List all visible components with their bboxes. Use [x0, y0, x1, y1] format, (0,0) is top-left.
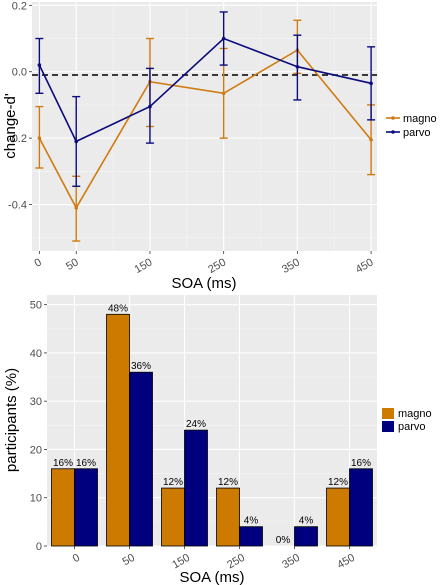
bar-value-label-parvo: 16%: [76, 458, 96, 469]
data-point-parvo: [221, 36, 226, 41]
bar-x-ticks: 0 50 150 250 350 450: [71, 546, 357, 571]
y-tick-label: -0.4: [8, 200, 27, 212]
bar-chart: 16% 16%48%36%12%24%12%4%0%4%12%16% 010203…: [3, 295, 432, 585]
bar-value-label-magno: 16%: [53, 458, 73, 469]
bar-magno: [326, 487, 350, 547]
x-tick-label: 150: [133, 256, 155, 276]
y-tick-label: 50: [30, 300, 42, 312]
x-tick-label: 250: [206, 256, 228, 276]
data-point-magno: [37, 136, 42, 140]
line-chart: -0.4-0.20.00.2 0 50 150 250 350 450 SOA (ms) …: [2, 0, 437, 292]
x-tick-label: 350: [280, 256, 302, 276]
line-plot-panel: [32, 2, 377, 251]
x-tick-label: 450: [335, 552, 357, 572]
legend-magno-point-key: [391, 116, 395, 120]
bar-parvo: [184, 429, 208, 547]
bar-value-label-parvo: 4%: [244, 516, 259, 527]
x-tick-label: 350: [280, 552, 302, 572]
series-line-magno: [38, 49, 372, 210]
data-point-parvo: [369, 81, 373, 86]
bar-y-axis-title: participants (%): [3, 368, 20, 472]
bar-value-label-magno: 12%: [328, 477, 348, 488]
bar-value-label-parvo: 36%: [131, 361, 151, 372]
bar-value-label-parvo: 4%: [299, 516, 314, 527]
line-x-ticks: 0 50 150 250 350 450: [33, 251, 376, 276]
x-tick-label: 50: [120, 552, 137, 569]
bar-magno: [51, 468, 75, 547]
y-tick-label: 0: [36, 541, 42, 553]
bar-parvo: [129, 371, 153, 547]
legend-magno-label: magno: [398, 408, 432, 420]
line-series: [35, 11, 376, 242]
bar-parvo: [239, 526, 263, 547]
bar-plot-panel: [47, 295, 377, 546]
data-point-magno: [369, 137, 373, 142]
data-point-parvo: [74, 139, 79, 144]
bar-x-axis-title: SOA (ms): [179, 569, 244, 585]
bar-series: [51, 313, 373, 547]
bar-parvo: [349, 468, 373, 547]
bar-value-label-magno: 12%: [218, 477, 238, 488]
legend-magno-swatch: [382, 408, 394, 419]
line-y-axis-title: change-d': [2, 93, 19, 159]
bar-legend: magno parvo: [382, 408, 432, 433]
data-point-magno: [221, 91, 226, 96]
x-tick-label: 0: [71, 552, 82, 565]
series-line-parvo: [38, 37, 372, 143]
x-tick-label: 50: [64, 256, 81, 273]
y-tick-label: 0.2: [12, 0, 27, 12]
bar-value-label-magno: 48%: [108, 303, 128, 314]
x-tick-label: 0: [33, 256, 44, 269]
legend-magno-label: magno: [403, 113, 437, 125]
bar-magno: [161, 487, 185, 547]
bar-value-label-parvo: 24%: [186, 419, 206, 430]
bar-parvo: [74, 468, 98, 547]
legend-parvo-label: parvo: [403, 127, 431, 139]
y-tick-label: -0.2: [8, 133, 27, 145]
bar-y-ticks: 0 10 20 30 40 50: [30, 300, 47, 553]
x-tick-label: 450: [354, 256, 376, 276]
legend-parvo-swatch: [382, 421, 394, 432]
data-point-parvo: [295, 64, 300, 69]
bar-value-label-magno: 12%: [163, 477, 183, 488]
y-tick-label: 20: [30, 444, 42, 456]
y-tick-label: 10: [30, 493, 42, 505]
data-point-magno: [74, 206, 79, 210]
data-point-parvo: [37, 63, 42, 67]
bar-data-labels: 16% 16%48%36%12%24%12%4%0%4%12%16%: [53, 303, 371, 546]
bar-value-label-parvo: 16%: [351, 458, 371, 469]
bar-magno: [106, 313, 130, 547]
bar-parvo: [294, 526, 318, 547]
bar-value-label-magno: 0%: [276, 535, 291, 546]
line-x-axis-title: SOA (ms): [171, 275, 236, 292]
y-tick-label: 30: [30, 396, 42, 408]
bar-magno: [216, 487, 240, 547]
y-tick-label: 40: [30, 348, 42, 360]
data-point-parvo: [148, 104, 152, 109]
line-y-ticks: -0.4 -0.2 0.0 0.2: [8, 0, 32, 212]
legend-parvo-label: parvo: [398, 421, 426, 433]
line-legend: magno parvo: [386, 113, 437, 139]
legend-parvo-point-key: [391, 130, 395, 134]
y-tick-label: 0.0: [12, 67, 27, 79]
